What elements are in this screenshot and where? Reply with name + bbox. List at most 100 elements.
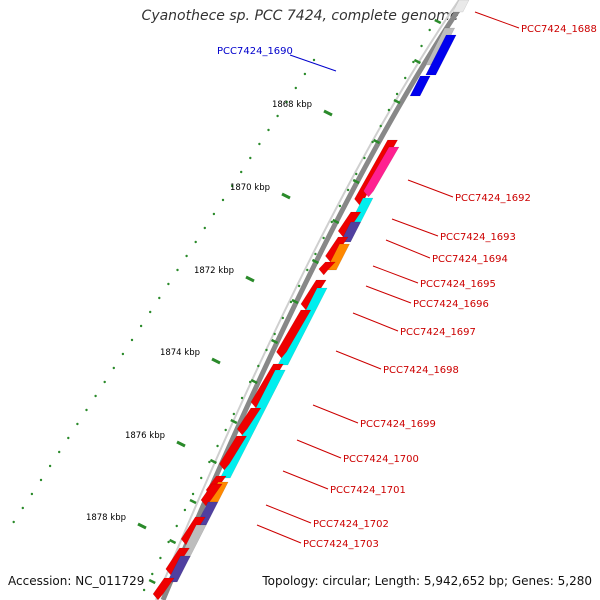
guide-dot	[221, 198, 225, 202]
guide-dot	[276, 114, 279, 118]
guide-dot	[395, 92, 399, 96]
guide-dot	[112, 366, 116, 370]
guide-dot	[158, 296, 161, 300]
kbp-tick	[281, 192, 291, 200]
guide-dot	[167, 540, 170, 544]
gene-feature[interactable]	[318, 261, 336, 276]
gene-feature[interactable]	[425, 34, 457, 76]
gene-feature[interactable]	[166, 555, 191, 583]
kbp-tick	[323, 109, 333, 117]
label-leader	[289, 54, 337, 72]
minor-tick	[311, 258, 319, 265]
guide-dot	[420, 44, 423, 48]
gene-label[interactable]: PCC7424_1700	[343, 454, 419, 465]
gene-label[interactable]: PCC7424_1693	[440, 232, 516, 243]
gene-feature[interactable]	[236, 407, 262, 436]
label-leader	[372, 265, 419, 284]
guide-dot	[428, 28, 431, 32]
kbp-tick	[137, 522, 147, 530]
label-leader	[265, 504, 312, 524]
gene-feature[interactable]	[218, 435, 248, 471]
gene-feature[interactable]	[363, 146, 400, 198]
minor-tick	[393, 98, 401, 105]
label-leader	[296, 439, 342, 459]
label-leader	[335, 350, 382, 370]
guide-dot	[30, 492, 34, 496]
guide-dot	[249, 156, 252, 160]
label-leader	[385, 239, 431, 259]
guide-dot	[338, 204, 342, 208]
guide-dot	[142, 588, 146, 592]
guide-dot	[265, 348, 268, 352]
gene-feature[interactable]	[409, 75, 431, 97]
gene-label[interactable]: PCC7424_1696	[413, 299, 489, 310]
guide-dot	[346, 188, 350, 192]
guide-dot	[285, 100, 288, 104]
guide-dot	[12, 520, 15, 524]
guide-dot	[85, 408, 88, 412]
guide-dot	[191, 492, 195, 496]
guide-dot	[267, 128, 270, 132]
guide-dot	[103, 380, 106, 384]
label-leader	[365, 285, 412, 304]
gene-label[interactable]: PCC7424_1690	[217, 46, 293, 57]
backbone-inner	[155, 0, 460, 600]
guide-dot	[240, 170, 243, 174]
guide-dot	[412, 60, 415, 64]
gene-label[interactable]: PCC7424_1702	[313, 519, 389, 530]
guide-dot	[212, 212, 216, 216]
gene-feature[interactable]	[152, 577, 175, 600]
guide-dot	[58, 450, 61, 454]
guide-dot	[312, 58, 316, 62]
label-leader	[474, 11, 520, 29]
minor-tick	[250, 378, 258, 385]
guide-dot	[232, 412, 236, 416]
gene-label[interactable]: PCC7424_1694	[432, 254, 508, 265]
dotted-guides	[12, 28, 431, 592]
minor-tick	[230, 418, 238, 425]
guide-dot	[151, 572, 154, 576]
guide-dot	[322, 236, 325, 240]
guide-dot	[224, 428, 227, 432]
label-leader	[391, 218, 439, 237]
label-leader	[312, 404, 359, 424]
gene-labels: PCC7424_1688 PCC7424_1690 PCC7424_1692 PCC7…	[217, 24, 597, 550]
guide-dot	[240, 396, 244, 400]
guide-dot	[208, 460, 211, 464]
gene-label[interactable]: PCC7424_1688	[521, 24, 597, 35]
guide-dot	[216, 444, 219, 448]
genome-title: Cyanothece sp. PCC 7424, complete genome	[141, 8, 459, 24]
guide-dot	[176, 268, 179, 272]
gene-label[interactable]: PCC7424_1692	[455, 193, 531, 204]
gene-label[interactable]: PCC7424_1697	[400, 327, 476, 338]
guide-dot	[130, 338, 134, 342]
gene-label[interactable]: PCC7424_1695	[420, 279, 496, 290]
minor-tick	[434, 18, 442, 25]
guide-dot	[149, 310, 152, 314]
label-leader	[282, 470, 329, 490]
guide-dot	[257, 364, 260, 368]
accession-text: Accession: NC_011729	[8, 574, 145, 588]
guide-dot	[67, 436, 70, 440]
guide-dot	[21, 506, 24, 510]
gene-feature[interactable]	[452, 0, 470, 13]
kbp-label: 1878 kbp	[86, 513, 126, 523]
gene-label[interactable]: PCC7424_1699	[360, 419, 436, 430]
gene-features	[152, 0, 470, 600]
label-leader	[352, 312, 399, 332]
kbp-label: 1876 kbp	[125, 431, 165, 441]
gene-label[interactable]: PCC7424_1698	[383, 365, 459, 376]
guide-dot	[183, 508, 187, 512]
gene-label[interactable]: PCC7424_1701	[330, 485, 406, 496]
gene-feature[interactable]	[276, 309, 312, 359]
gene-label[interactable]: PCC7424_1703	[303, 539, 379, 550]
guide-dot	[355, 172, 358, 176]
kbp-label: 1868 kbp	[272, 100, 312, 110]
minor-tick	[169, 538, 177, 545]
guide-dot	[281, 316, 285, 320]
guide-dot	[294, 86, 297, 90]
guide-dot	[248, 380, 252, 384]
minor-tick	[271, 338, 279, 345]
minor-tick	[189, 498, 197, 505]
